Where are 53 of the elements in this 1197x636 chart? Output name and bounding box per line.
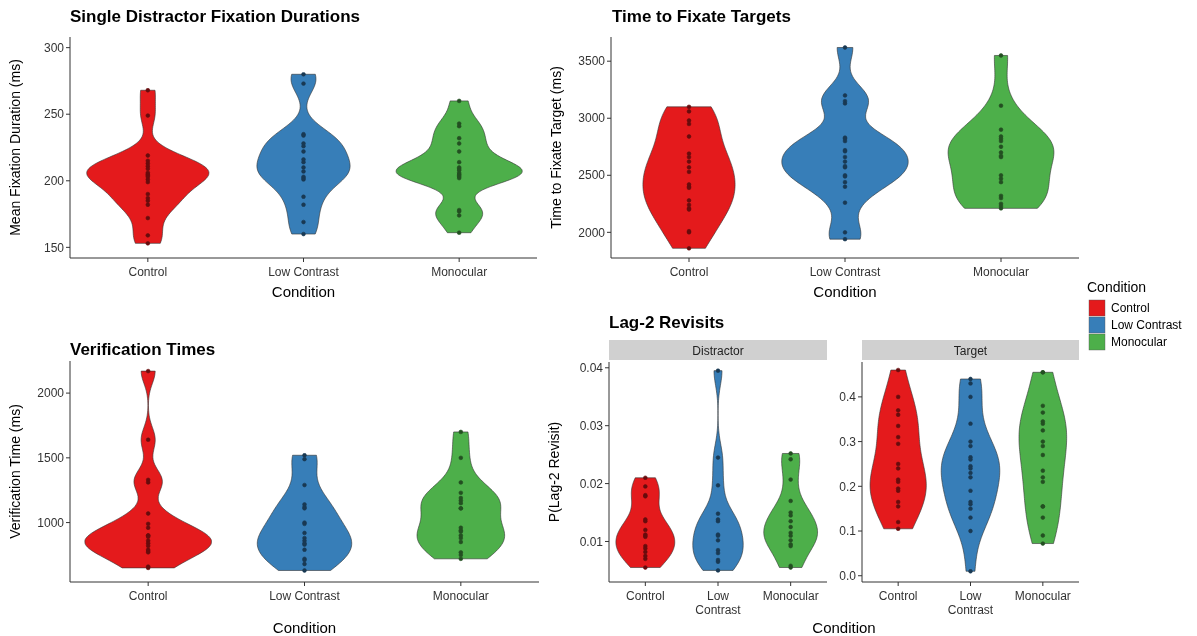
y-axis-title: Mean Fixation Duration (ms) (7, 59, 23, 236)
x-tick-label: Low Contrast (809, 265, 882, 279)
x-axis-title: Condition (812, 619, 876, 636)
x-axis-title: Condition (813, 283, 877, 300)
y-tick-label: 250 (43, 107, 65, 122)
legend-label: Monocular (1111, 335, 1168, 350)
y-tick-label: 1000 (37, 515, 65, 530)
y-tick-label: 0.0 (839, 568, 857, 583)
x-tick-label: Low Contrast (268, 265, 340, 279)
y-tick-label: 2000 (37, 386, 65, 401)
x-tick-label: Monocular (431, 265, 488, 279)
legend-label: Control (1111, 301, 1150, 316)
chart-subtitle: Target (953, 344, 988, 358)
x-tick-label: Low Contrast (695, 589, 742, 617)
legend-label: Low Contrast (1111, 318, 1183, 333)
y-tick-label: 300 (43, 40, 65, 55)
y-tick-label: 3000 (578, 111, 606, 126)
y-tick-label: 0.02 (579, 476, 604, 491)
y-tick-label: 0.2 (839, 479, 857, 494)
x-tick-label: Low Contrast (947, 589, 994, 617)
y-tick-label: 0.04 (579, 360, 604, 375)
chart-title: Single Distractor Fixation Durations (70, 7, 360, 26)
y-tick-label: 0.01 (579, 534, 604, 549)
y-tick-label: 150 (43, 240, 65, 255)
y-tick-label: 2000 (578, 225, 606, 240)
x-tick-label: Control (878, 589, 918, 603)
y-axis-title: P(Lag-2 Revisit) (546, 421, 562, 523)
y-axis-title: Time to Fixate Target (ms) (548, 66, 564, 229)
y-tick-label: 1500 (37, 451, 65, 466)
x-tick-label: Control (669, 265, 709, 279)
y-axis-title: Verification Time (ms) (7, 404, 23, 539)
y-tick-label: 0.4 (839, 390, 857, 405)
x-axis-title: Condition (272, 619, 337, 636)
x-tick-label: Control (128, 265, 168, 279)
x-axis-title: Condition (271, 283, 336, 300)
x-tick-label: Control (625, 589, 665, 603)
chart-subtitle: Distractor (692, 344, 744, 358)
x-tick-label: Monocular (762, 589, 819, 603)
y-tick-label: 200 (43, 173, 65, 188)
x-tick-label: Monocular (1014, 589, 1071, 603)
y-tick-label: 0.03 (579, 418, 604, 433)
x-tick-label: Control (128, 589, 168, 603)
y-tick-label: 0.1 (839, 524, 857, 539)
x-tick-label: Low Contrast (269, 589, 341, 603)
y-tick-label: 3500 (578, 54, 606, 69)
y-tick-label: 2500 (578, 168, 606, 183)
x-tick-label: Monocular (432, 589, 489, 603)
x-tick-label: Monocular (972, 265, 1030, 279)
y-tick-label: 0.3 (839, 434, 857, 449)
legend-title: Condition (1087, 279, 1147, 295)
chart-title: Time to Fixate Targets (612, 7, 791, 26)
chart-title: Verification Times (70, 340, 216, 359)
chart-title: Lag-2 Revisits (609, 313, 725, 332)
